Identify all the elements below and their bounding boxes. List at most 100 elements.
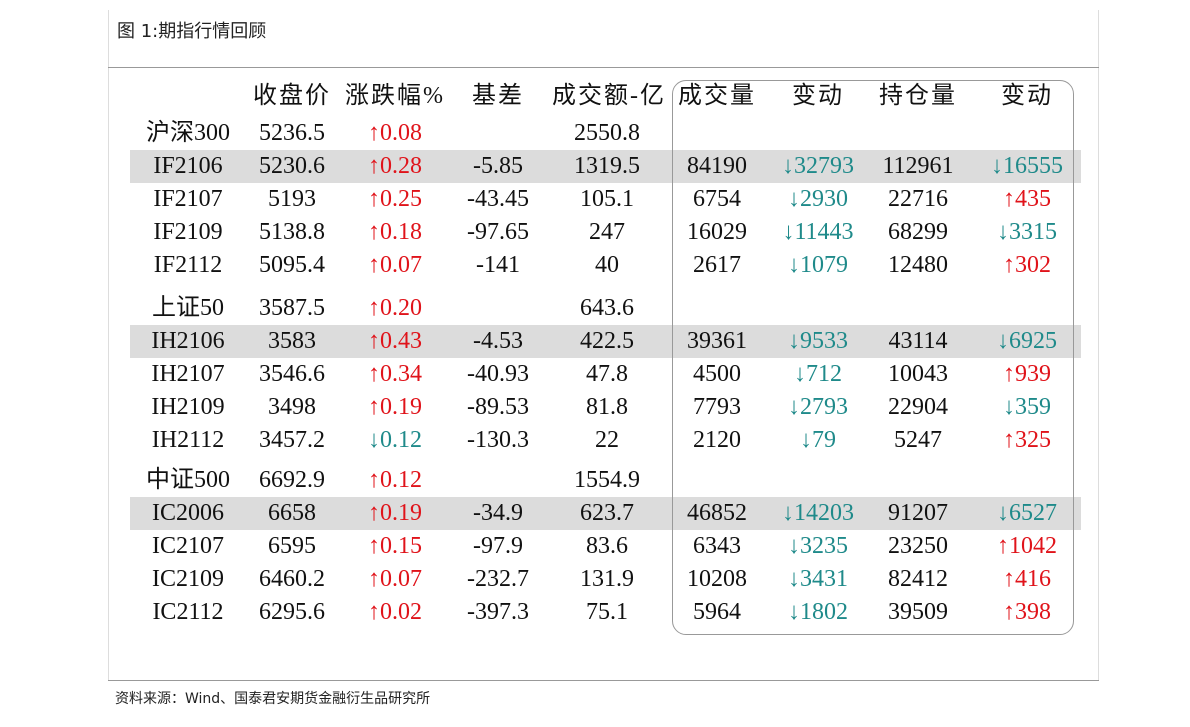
header-cell: 基差 <box>472 83 524 109</box>
table-cell: ↑0.07 <box>368 566 422 592</box>
table-cell: -130.3 <box>467 427 529 453</box>
table-cell: 2550.8 <box>574 120 640 146</box>
row-label: 沪深300 <box>146 120 230 146</box>
footer-rule <box>108 680 1099 681</box>
table-cell: 105.1 <box>580 186 634 212</box>
header-cell: 持仓量 <box>879 83 957 109</box>
table-cell: ↓6925 <box>997 328 1057 354</box>
table-cell: 5964 <box>693 599 741 625</box>
table-cell: ↓0.12 <box>368 427 422 453</box>
table-cell: 43114 <box>888 328 948 354</box>
table-cell: 16029 <box>687 219 747 245</box>
table-cell: -89.53 <box>467 394 529 420</box>
table-cell: 5230.6 <box>259 153 325 179</box>
table-cell: ↑0.19 <box>368 500 422 526</box>
table-cell: ↓11443 <box>782 219 854 245</box>
table-cell: ↓3315 <box>997 219 1057 245</box>
row-label: IF2112 <box>153 252 223 278</box>
table-cell: 68299 <box>888 219 948 245</box>
table-cell: ↑416 <box>1003 566 1051 592</box>
row-label: IC2112 <box>152 599 224 625</box>
table-cell: ↑325 <box>1003 427 1051 453</box>
table-cell: 6692.9 <box>259 467 325 493</box>
table-cell: ↑0.07 <box>368 252 422 278</box>
table-cell: ↓16555 <box>991 153 1063 179</box>
table-cell: -43.45 <box>467 186 529 212</box>
row-label: 上证50 <box>152 295 224 321</box>
table-cell: 39361 <box>687 328 747 354</box>
table-cell: 39509 <box>888 599 948 625</box>
header-cell: 变动 <box>1001 83 1053 109</box>
table-cell: ↓14203 <box>782 500 854 526</box>
table-cell: 47.8 <box>586 361 628 387</box>
table-cell: 81.8 <box>586 394 628 420</box>
table-cell: ↑939 <box>1003 361 1051 387</box>
table-cell: ↑0.15 <box>368 533 422 559</box>
table-cell: ↑302 <box>1003 252 1051 278</box>
row-label: IH2106 <box>151 328 225 354</box>
table-cell: 6343 <box>693 533 741 559</box>
table-cell: 2120 <box>693 427 741 453</box>
table-cell: ↑1042 <box>997 533 1057 559</box>
table-cell: 40 <box>595 252 619 278</box>
table-cell: -97.65 <box>467 219 529 245</box>
table-cell: ↓9533 <box>788 328 848 354</box>
table-cell: ↑0.43 <box>368 328 422 354</box>
table-cell: 422.5 <box>580 328 634 354</box>
row-label: IH2109 <box>151 394 225 420</box>
table-cell: 4500 <box>693 361 741 387</box>
table-cell: ↑0.18 <box>368 219 422 245</box>
volume-box <box>672 80 1074 635</box>
row-shade <box>130 325 1081 358</box>
table-cell: -40.93 <box>467 361 529 387</box>
table-cell: 6658 <box>268 500 316 526</box>
table-cell: ↓32793 <box>782 153 854 179</box>
table-cell: ↑0.08 <box>368 120 422 146</box>
row-label: 中证500 <box>146 467 230 493</box>
table-cell: 91207 <box>888 500 948 526</box>
table-cell: 1319.5 <box>574 153 640 179</box>
table-cell: ↓712 <box>794 361 842 387</box>
table-cell: 82412 <box>888 566 948 592</box>
caption: 图 1:期指行情回顾 <box>117 21 267 42</box>
table-cell: -5.85 <box>473 153 523 179</box>
table-cell: 131.9 <box>580 566 634 592</box>
table-cell: 112961 <box>882 153 954 179</box>
table-cell: -4.53 <box>473 328 523 354</box>
table-cell: 23250 <box>888 533 948 559</box>
table-cell: ↓359 <box>1003 394 1051 420</box>
footer: 资料来源：Wind、国泰君安期货金融衍生品研究所 <box>115 691 431 707</box>
table-cell: 22904 <box>888 394 948 420</box>
row-label: IF2109 <box>153 219 223 245</box>
header-cell: 成交额-亿 <box>552 83 666 109</box>
frame-left <box>108 10 109 680</box>
table-cell: ↓1802 <box>788 599 848 625</box>
table-cell: ↑0.02 <box>368 599 422 625</box>
table-cell: 12480 <box>888 252 948 278</box>
table-cell: 1554.9 <box>574 467 640 493</box>
table-cell: 247 <box>589 219 625 245</box>
table-cell: 2617 <box>693 252 741 278</box>
row-label: IF2106 <box>153 153 223 179</box>
frame-right <box>1098 10 1099 680</box>
table-cell: ↓6527 <box>997 500 1057 526</box>
table-cell: ↑0.25 <box>368 186 422 212</box>
table-cell: 3546.6 <box>259 361 325 387</box>
table-cell: 5247 <box>894 427 942 453</box>
table-cell: 5138.8 <box>259 219 325 245</box>
table-cell: ↓1079 <box>788 252 848 278</box>
table-cell: -397.3 <box>467 599 529 625</box>
table-cell: 83.6 <box>586 533 628 559</box>
table-cell: 46852 <box>687 500 747 526</box>
row-label: IH2107 <box>151 361 225 387</box>
row-label: IC2107 <box>152 533 224 559</box>
table-cell: 5095.4 <box>259 252 325 278</box>
table-cell: ↑398 <box>1003 599 1051 625</box>
table-cell: ↑0.19 <box>368 394 422 420</box>
table-cell: 5236.5 <box>259 120 325 146</box>
table-cell: 3583 <box>268 328 316 354</box>
caption-rule <box>108 67 1099 68</box>
table-cell: ↑0.28 <box>368 153 422 179</box>
table-cell: ↑0.12 <box>368 467 422 493</box>
